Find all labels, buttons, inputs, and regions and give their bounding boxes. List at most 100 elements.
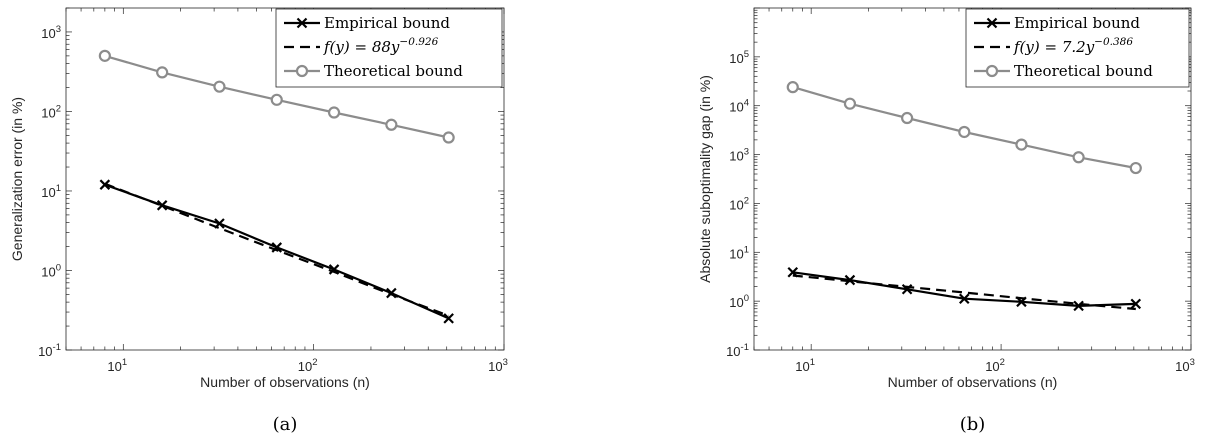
y-tick-label: 101 [41, 183, 61, 200]
x-tick-label: 102 [298, 357, 318, 374]
y-tick-exp: -1 [53, 342, 61, 353]
data-point-x [156, 200, 168, 211]
data-point-circle [270, 93, 283, 106]
legend-entry-label: f(y) = 88y−0.926 [323, 36, 439, 56]
data-point-circle [958, 125, 971, 139]
series-dashed [792, 274, 1136, 311]
y-tick-exp: 1 [744, 244, 749, 255]
data-point-circle [385, 118, 398, 131]
x-tick-label: 103 [488, 357, 508, 374]
series-line [104, 182, 450, 317]
x-tick-exp: 3 [503, 357, 508, 368]
legend-marker-circle [295, 64, 309, 78]
y-tick-exp: 0 [56, 262, 61, 273]
x-tick-base: 10 [107, 359, 121, 374]
y-tick-base: 10 [41, 105, 55, 120]
series-line [792, 274, 1136, 311]
data-point-circle [1129, 161, 1142, 175]
series-solid-o [786, 81, 1142, 175]
data-point-circle [156, 66, 169, 79]
x-tick-exp: 1 [810, 357, 815, 368]
y-tick-base: 10 [41, 26, 55, 41]
x-tick-exp: 3 [1190, 357, 1195, 368]
subfigure-caption: (a) [273, 414, 298, 435]
legend-entry-text: f(y) = 7.2y [1013, 38, 1095, 56]
legend-entry-label: Theoretical bound [324, 62, 463, 80]
x-axis-label: Number of observations (n) [200, 374, 370, 390]
legend-entry-label: Empirical bound [1014, 14, 1140, 32]
y-tick-exp: 5 [744, 49, 749, 60]
y-tick-base: 10 [41, 264, 55, 279]
legend-marker-x [986, 17, 998, 29]
y-tick-label: 102 [729, 195, 749, 212]
x-tick-base: 10 [985, 359, 999, 374]
y-tick-base: 10 [729, 149, 743, 164]
y-tick-label: 102 [41, 103, 61, 120]
data-point-circle [98, 49, 111, 62]
y-tick-label: 105 [729, 49, 749, 66]
y-tick-exp: -1 [741, 342, 749, 353]
plot-frame [753, 7, 1192, 351]
x-tick-exp: 2 [1000, 357, 1005, 368]
y-tick-base: 10 [729, 197, 743, 212]
x-tick-label: 103 [1175, 357, 1195, 374]
y-tick-label: 104 [729, 98, 749, 115]
x-tick-base: 10 [298, 359, 312, 374]
y-axis-label: Generalization error (in %) [9, 97, 25, 261]
y-axis-label: Absolute suboptimality gap (in %) [697, 75, 713, 283]
legend: Empirical bound f(y) = 7.2y−0.386 Theoreti… [965, 8, 1190, 88]
x-tick-base: 10 [795, 359, 809, 374]
y-tick-exp: 3 [56, 24, 61, 35]
series-solid-o [98, 49, 455, 144]
y-tick-exp: 1 [56, 183, 61, 194]
y-tick-base: 10 [729, 246, 743, 261]
subfigure-caption: (b) [960, 414, 986, 435]
legend-entry-exp: −0.926 [399, 36, 438, 48]
legend: Empirical bound f(y) = 88y−0.926 Theoretic… [275, 8, 503, 88]
y-tick-label: 100 [729, 293, 749, 310]
legend-entry-text: f(y) = 88y [323, 38, 400, 56]
series-dashed [104, 182, 450, 317]
legend-entry-label: Theoretical bound [1014, 62, 1153, 80]
data-point-x [1073, 300, 1084, 312]
legend-marker-x [296, 17, 308, 29]
y-tick-label: 103 [729, 147, 749, 164]
x-tick-label: 101 [795, 357, 815, 374]
y-tick-exp: 0 [744, 293, 749, 304]
data-point-x [443, 313, 454, 324]
data-point-circle [442, 131, 455, 144]
legend-marker-circle [985, 64, 999, 78]
y-tick-exp: 3 [744, 147, 749, 158]
y-tick-base: 10 [41, 185, 55, 200]
y-tick-base: 10 [726, 344, 740, 359]
x-axis-label: Number of observations (n) [888, 374, 1058, 390]
x-tick-label: 102 [985, 357, 1005, 374]
y-tick-label: 103 [41, 24, 61, 41]
data-point-circle [1072, 151, 1085, 164]
x-tick-exp: 2 [312, 357, 317, 368]
y-tick-label: 10-1 [726, 342, 749, 359]
plot-frame [65, 7, 505, 351]
x-tick-base: 10 [1175, 359, 1189, 374]
data-point-x [844, 274, 856, 286]
data-point-x [271, 242, 283, 253]
data-point-circle [213, 80, 226, 93]
data-point-x [1130, 298, 1142, 310]
y-tick-exp: 2 [744, 195, 749, 206]
series-line [792, 271, 1136, 307]
legend-entry-label: Empirical bound [324, 14, 450, 32]
y-tick-base: 10 [38, 344, 52, 359]
y-tick-label: 101 [729, 244, 749, 261]
y-tick-base: 10 [729, 100, 743, 115]
y-tick-exp: 4 [744, 98, 749, 109]
y-tick-label: 100 [41, 262, 61, 279]
data-point-x [958, 293, 970, 305]
data-point-circle [843, 97, 857, 110]
legend-entry-label: f(y) = 7.2y−0.386 [1013, 36, 1133, 56]
data-point-circle [1015, 138, 1028, 151]
data-point-circle [786, 81, 799, 94]
data-point-circle [327, 106, 341, 119]
